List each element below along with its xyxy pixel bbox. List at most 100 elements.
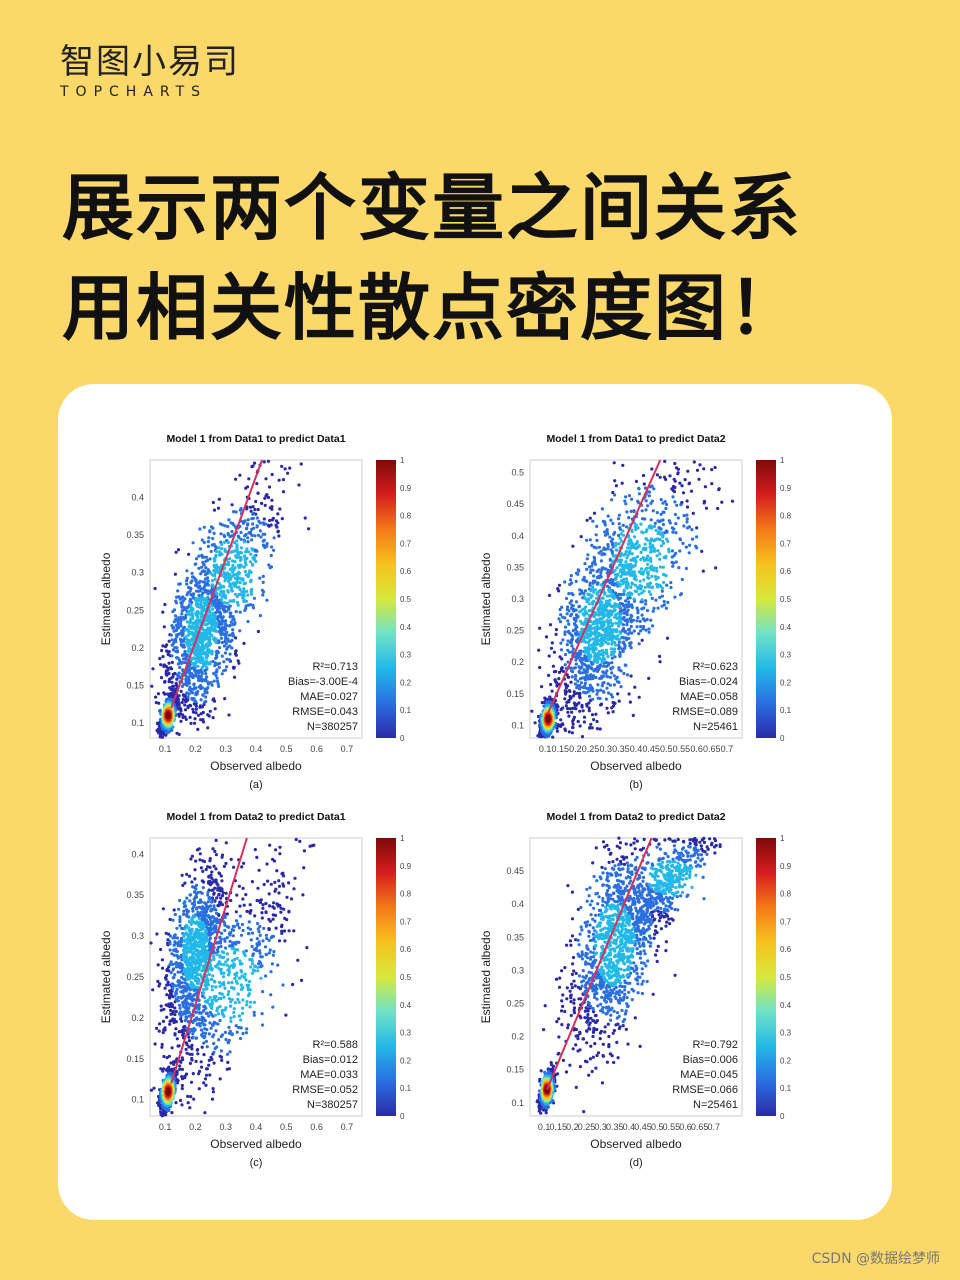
scatter-point	[714, 566, 718, 570]
scatter-point	[655, 473, 659, 477]
scatter-point	[655, 554, 659, 558]
scatter-point	[605, 669, 609, 673]
scatter-points	[150, 459, 311, 739]
scatter-point	[617, 699, 621, 703]
scatter-point	[582, 715, 587, 719]
scatter-point	[620, 647, 624, 651]
scatter-point	[570, 670, 575, 674]
scatter-point	[617, 643, 621, 647]
scatter-point	[244, 606, 248, 611]
y-tick-label: 0.35	[126, 530, 144, 540]
scatter-point	[187, 624, 191, 628]
headline: 展示两个变量之间关系 用相关性散点密度图！	[62, 158, 942, 358]
scatter-point	[156, 692, 160, 696]
scatter-point	[599, 624, 603, 628]
scatter-point	[567, 689, 571, 693]
scatter-point	[580, 665, 584, 669]
brand-name-cn: 智图小易司	[60, 42, 240, 82]
scatter-point	[594, 533, 598, 537]
scatter-point	[227, 573, 231, 577]
scatter-point	[605, 618, 609, 622]
scatter-point	[222, 864, 226, 868]
scatter-point	[571, 722, 575, 726]
scatter-point	[222, 644, 226, 648]
scatter-point	[566, 619, 570, 623]
scatter-point	[676, 467, 680, 471]
scatter-point	[161, 1069, 165, 1073]
scatter-point	[570, 581, 574, 585]
scatter-point	[621, 649, 625, 653]
scatter-point	[223, 651, 228, 655]
scatter-point	[261, 539, 265, 543]
scatter-point	[609, 693, 613, 697]
scatter-point	[155, 932, 159, 936]
scatter-point	[579, 649, 583, 653]
scatter-point	[228, 611, 232, 615]
scatter-point	[678, 593, 683, 597]
scatter-point	[659, 532, 663, 536]
scatter-point	[595, 727, 599, 731]
scatter-point	[253, 461, 257, 465]
scatter-point	[276, 530, 280, 534]
scatter-point	[186, 698, 190, 702]
x-tick-label: 0.25	[582, 744, 600, 754]
scatter-point	[607, 661, 611, 665]
scatter-point	[211, 536, 215, 541]
scatter-point	[243, 534, 247, 538]
scatter-point	[202, 1081, 206, 1085]
scatter-point	[597, 649, 601, 653]
scatter-point	[574, 658, 578, 662]
scatter-point	[547, 673, 551, 677]
scatter-point	[178, 665, 182, 670]
scatter-point	[626, 628, 631, 632]
scatter-point	[627, 600, 631, 604]
scatter-point	[245, 507, 249, 511]
x-tick-label: 0.1	[539, 744, 552, 754]
scatter-point	[189, 581, 193, 585]
scatter-point	[661, 510, 665, 514]
scatter-point	[568, 707, 572, 711]
scatter-point	[186, 695, 190, 699]
scatter-point	[567, 609, 571, 613]
scatter-point	[192, 682, 196, 686]
scatter-point	[615, 542, 619, 546]
scatter-point	[204, 672, 208, 676]
scatter-point	[616, 680, 620, 684]
scatter-point	[601, 656, 605, 660]
scatter-point	[614, 484, 618, 488]
scatter-point	[639, 629, 643, 633]
scatter-point	[670, 560, 674, 564]
scatter-point	[226, 589, 230, 593]
scatter-point	[213, 574, 217, 578]
scatter-point	[214, 656, 218, 660]
scatter-point	[151, 667, 155, 671]
scatter-point	[294, 837, 298, 842]
scatter-point	[618, 536, 622, 540]
scatter-point	[278, 852, 282, 856]
scatter-point	[585, 611, 589, 616]
scatter-point	[594, 667, 598, 671]
scatter-point	[192, 1097, 196, 1101]
scatter-point	[630, 603, 634, 607]
scatter-point	[665, 537, 669, 541]
scatter-point	[567, 730, 571, 734]
y-tick-label: 0.2	[131, 643, 144, 653]
scatter-point	[153, 586, 157, 591]
scatter-point	[239, 508, 243, 512]
scatter-point	[219, 532, 223, 536]
colorbar-tick-label: 0.9	[780, 484, 792, 493]
colorbar-tick-label: 0.1	[780, 706, 792, 715]
colorbar-tick-label: 0.8	[780, 512, 792, 521]
scatter-point	[204, 1083, 208, 1087]
scatter-point	[264, 477, 268, 481]
scatter-point	[554, 632, 558, 636]
scatter-point	[244, 599, 249, 603]
scatter-point	[181, 632, 185, 636]
x-axis-label: Observed albedo	[590, 759, 682, 773]
scatter-point	[262, 517, 266, 521]
scatter-point	[246, 540, 250, 544]
scatter-point	[587, 706, 591, 710]
scatter-point	[612, 647, 617, 651]
scatter-point	[218, 593, 222, 597]
scatter-point	[266, 459, 270, 463]
